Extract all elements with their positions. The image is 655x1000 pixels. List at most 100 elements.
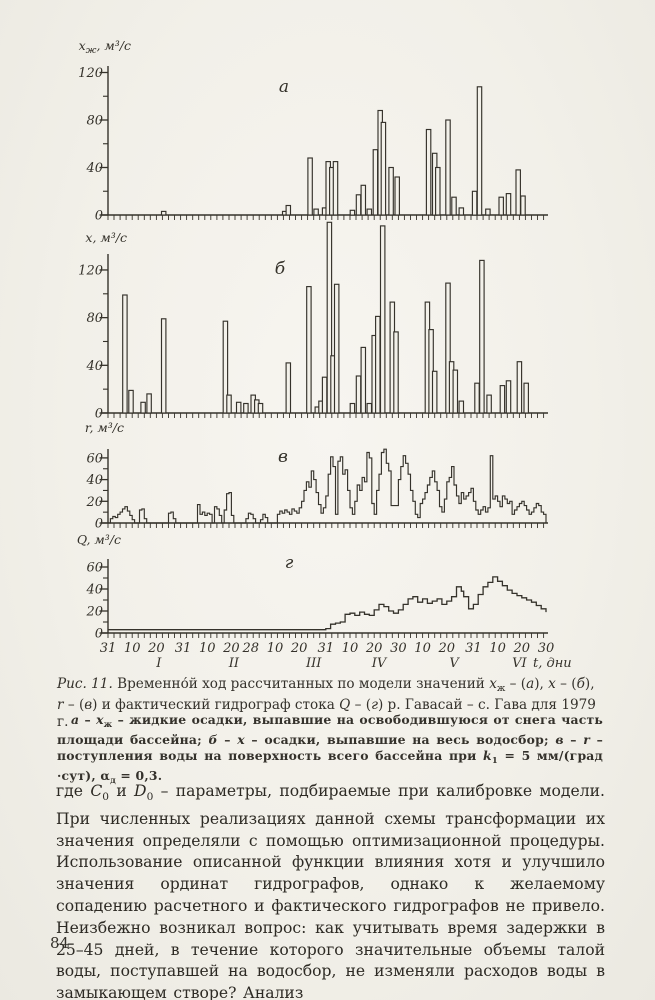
- bar: [360, 184, 367, 216]
- x-tick-label: 10: [124, 641, 141, 656]
- bar: [349, 209, 356, 216]
- x-tick-label: 20: [438, 641, 456, 656]
- bar: [355, 375, 362, 414]
- hydrograph-line: [108, 576, 547, 631]
- bar: [349, 402, 356, 414]
- bar: [379, 225, 386, 414]
- bar: [375, 315, 381, 414]
- y-tick-label: 40: [85, 359, 103, 374]
- bar: [479, 259, 485, 414]
- y-axis-title: x, м³/с: [85, 230, 127, 245]
- bar: [394, 176, 400, 216]
- x-tick-label: 10: [342, 641, 359, 656]
- chart-в: 0 20 40 60 r, м³/с в: [85, 420, 548, 532]
- bar: [485, 208, 491, 216]
- bar: [122, 294, 128, 414]
- x-tick-label: 20: [513, 641, 531, 656]
- bar: [523, 382, 529, 414]
- bar: [333, 283, 340, 414]
- y-axis-title: r, м³/с: [85, 420, 124, 435]
- x-tick-label: 30: [538, 641, 555, 656]
- bar: [332, 161, 339, 216]
- bar: [499, 385, 506, 414]
- bar: [226, 394, 232, 414]
- bar: [474, 382, 480, 414]
- bar: [452, 369, 459, 414]
- bar: [388, 166, 394, 216]
- x-tick-label: 31: [465, 641, 482, 656]
- bar: [222, 320, 229, 414]
- chart-б: 0 40 80 120 x, м³/с б: [78, 221, 548, 422]
- bar: [128, 389, 134, 414]
- bar: [445, 119, 451, 216]
- bars: [160, 86, 526, 216]
- bar: [380, 121, 387, 216]
- x-tick-label: 31: [100, 641, 117, 656]
- y-tick-label: 40: [85, 161, 103, 176]
- bars: [122, 221, 529, 414]
- y-tick-label: 20: [85, 495, 103, 510]
- y-tick-label: 40: [85, 583, 103, 598]
- bar: [498, 196, 504, 216]
- month-label: V: [449, 656, 460, 671]
- month-label: I: [155, 656, 162, 671]
- bar: [313, 208, 319, 216]
- y-tick-label: 0: [95, 407, 103, 422]
- bar: [372, 149, 379, 216]
- x-tick-label: 10: [414, 641, 431, 656]
- bar: [520, 195, 526, 216]
- y-tick-label: 60: [86, 451, 103, 466]
- x-minor-ticks: [107, 633, 545, 638]
- bar: [160, 318, 167, 414]
- bar: [326, 221, 333, 414]
- x-tick-label: 10: [489, 641, 506, 656]
- chart-а: 0 40 80 120 xж, м³/с а: [78, 38, 548, 224]
- figure-caption: Рис. 11. Временно́й ход рассчитанных по …: [57, 676, 596, 731]
- y-axis-title: Q, м³/с: [77, 532, 121, 547]
- chart-letter: в: [278, 447, 288, 467]
- page-number: 84: [50, 934, 70, 952]
- figure-caption-legend: а – xж – жидкие осадки, выпавшие на осво…: [57, 712, 603, 786]
- step-series: [108, 448, 547, 524]
- x-tick-label: 10: [199, 641, 216, 656]
- month-label: IV: [371, 656, 388, 671]
- bar: [435, 166, 441, 216]
- x-tick-label: 20: [290, 641, 308, 656]
- x-tick-label: 28: [242, 641, 260, 656]
- x-minor-ticks: [107, 523, 545, 528]
- bar: [321, 376, 328, 414]
- x-tick-label: 30: [390, 641, 407, 656]
- bar: [393, 331, 399, 414]
- y-tick-label: 120: [78, 66, 103, 81]
- y-tick-label: 80: [86, 114, 103, 129]
- bar: [235, 401, 242, 414]
- y-tick-label: 120: [78, 263, 103, 278]
- bar: [285, 204, 292, 216]
- bar: [471, 190, 478, 216]
- bar: [486, 394, 492, 414]
- bar: [451, 196, 457, 216]
- month-label: VI: [512, 656, 527, 671]
- y-axis-title: xж, м³/с: [79, 38, 131, 56]
- x-tick-label: 20: [365, 641, 383, 656]
- bar: [355, 194, 362, 216]
- bar: [285, 362, 292, 414]
- y-tick-label: 0: [95, 209, 103, 224]
- bar: [431, 370, 438, 414]
- bar: [515, 169, 521, 216]
- y-tick-label: 0: [95, 627, 103, 642]
- y-tick-label: 20: [85, 605, 103, 620]
- x-axis-labels: 31 10 20 31 10 20 28 10 20 31 10 20 30 10 20 31 10 20 30I I…: [100, 641, 572, 671]
- body-paragraph: где C0 и D0 – параметры, подбираемые при…: [56, 782, 605, 1000]
- bar: [366, 402, 373, 414]
- bar: [146, 393, 152, 414]
- chart-letter: г: [285, 553, 294, 573]
- x-minor-ticks: [107, 215, 545, 220]
- chart-г: 0 20 40 60 Q, м³/с г: [77, 532, 548, 642]
- y-tick-label: 60: [86, 561, 103, 576]
- bar: [140, 401, 146, 414]
- bar: [243, 402, 249, 414]
- x-tick-label: 31: [318, 641, 335, 656]
- bar: [366, 208, 373, 216]
